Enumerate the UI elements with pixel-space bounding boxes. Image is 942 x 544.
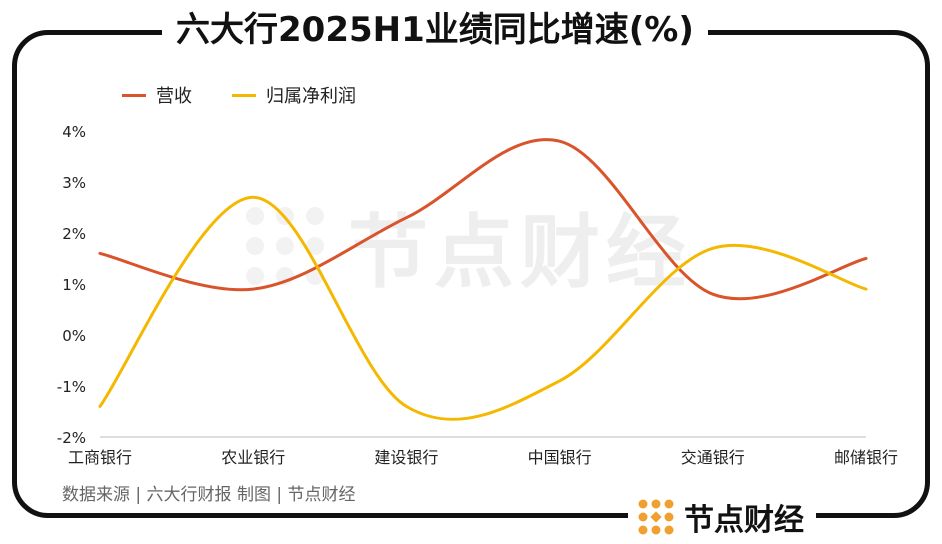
legend-item-net-profit: 归属净利润 bbox=[232, 82, 356, 108]
chart-title: 六大行2025H1业绩同比增速(%) bbox=[162, 4, 708, 56]
x-tick-label: 邮储银行 bbox=[834, 448, 898, 467]
y-tick-label: 4% bbox=[62, 123, 86, 141]
y-tick-label: 3% bbox=[62, 174, 86, 192]
watermark: 节点财经 bbox=[240, 188, 692, 304]
legend-label-revenue: 营收 bbox=[156, 86, 192, 107]
watermark-text: 节点财经 bbox=[348, 206, 692, 299]
legend-item-revenue: 营收 bbox=[122, 82, 192, 108]
x-tick-label: 农业银行 bbox=[221, 448, 285, 467]
watermark-logo-icon bbox=[246, 207, 324, 285]
y-axis: 4% 3% 2% 1% 0% -1% -2% bbox=[57, 123, 86, 447]
x-tick-label: 工商银行 bbox=[68, 448, 132, 467]
y-tick-label: -1% bbox=[57, 378, 86, 396]
series-lines bbox=[98, 138, 868, 421]
y-tick-label: 1% bbox=[62, 276, 86, 294]
y-tick-label: -2% bbox=[57, 429, 86, 447]
series-line-revenue bbox=[98, 138, 868, 301]
y-tick-label: 2% bbox=[62, 225, 86, 243]
series-line-net-profit bbox=[98, 195, 868, 421]
brand-logo: 节点财经 bbox=[628, 494, 816, 540]
legend-swatch-revenue bbox=[122, 93, 146, 97]
legend-label-net-profit: 归属净利润 bbox=[266, 86, 356, 107]
dot-grid-logo-icon bbox=[638, 499, 674, 535]
legend-swatch-net-profit bbox=[232, 93, 256, 97]
brand-name: 节点财经 bbox=[684, 503, 804, 538]
source-note: 数据来源 | 六大行财报 制图 | 节点财经 bbox=[62, 485, 356, 505]
x-tick-label: 交通银行 bbox=[681, 448, 745, 467]
y-tick-label: 0% bbox=[62, 327, 86, 345]
x-tick-label: 建设银行 bbox=[374, 448, 438, 467]
x-tick-label: 中国银行 bbox=[528, 448, 592, 467]
x-axis: 工商银行 农业银行 建设银行 中国银行 交通银行 邮储银行 bbox=[68, 436, 898, 467]
